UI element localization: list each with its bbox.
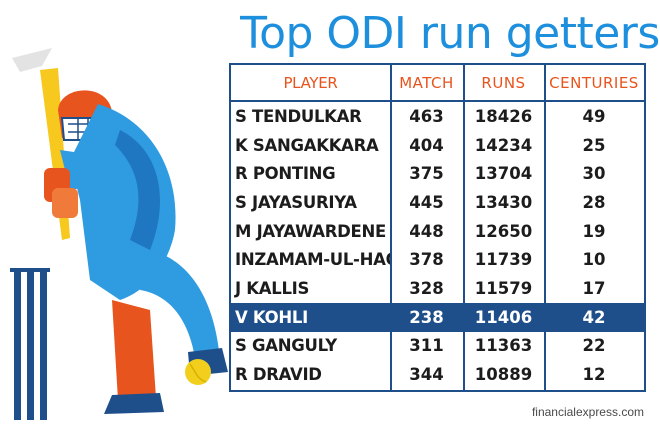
cell-runs: 12650 [474, 221, 533, 241]
header-divider [231, 100, 644, 102]
cell-centuries: 19 [582, 221, 606, 241]
cell-runs: 11363 [474, 336, 533, 356]
cell-player: INZAMAM-UL-HAQ [235, 250, 390, 270]
cell-match: 445 [409, 192, 444, 212]
table-row: M JAYAWARDENE 448 12650 19 [231, 217, 644, 246]
table-body: S TENDULKAR 463 18426 49 K SANGAKKARA 404 1423… [231, 102, 644, 389]
cell-match: 328 [409, 278, 444, 298]
cell-runs: 10889 [474, 365, 533, 385]
table-header: PLAYER MATCH RUNS CENTURIES [231, 65, 644, 100]
chart-title: Top ODI run getters [240, 8, 660, 59]
column-divider [463, 65, 465, 390]
cell-player: J KALLIS [235, 278, 310, 298]
cell-player: S GANGULY [235, 336, 337, 356]
pad-icon [112, 300, 156, 400]
cell-runs: 13704 [474, 164, 533, 184]
cell-match: 238 [409, 307, 444, 327]
header-match: MATCH [399, 73, 454, 92]
cell-centuries: 30 [582, 164, 606, 184]
column-divider [544, 65, 546, 390]
cell-match: 463 [409, 106, 444, 126]
cell-centuries: 49 [582, 106, 606, 126]
table-row: V KOHLI 238 11406 42 [231, 302, 644, 332]
cell-runs: 14234 [474, 135, 533, 155]
cell-player: R PONTING [235, 164, 336, 184]
cell-centuries: 22 [582, 336, 606, 356]
source-watermark: financialexpress.com [531, 405, 644, 419]
cell-runs: 18426 [474, 106, 533, 126]
cell-centuries: 12 [582, 365, 606, 385]
header-centuries: CENTURIES [549, 73, 639, 92]
cell-player: R DRAVID [235, 365, 322, 385]
cell-runs: 11579 [474, 278, 533, 298]
cell-centuries: 10 [582, 250, 606, 270]
header-runs: RUNS [481, 73, 526, 92]
table-row: S GANGULY 311 11363 22 [231, 332, 644, 361]
cell-player: M JAYAWARDENE [235, 221, 386, 241]
cell-match: 344 [409, 365, 444, 385]
cell-runs: 13430 [474, 192, 533, 212]
cell-runs: 11406 [474, 307, 533, 327]
batsman-illustration [10, 48, 228, 420]
table-row: R PONTING 375 13704 30 [231, 159, 644, 188]
cell-runs: 11739 [474, 250, 533, 270]
cell-match: 404 [409, 135, 444, 155]
cell-match: 378 [409, 250, 444, 270]
ball-icon [185, 359, 211, 385]
table-row: S JAYASURIYA 445 13430 28 [231, 188, 644, 217]
cell-player: V KOHLI [235, 307, 308, 327]
table-row: S TENDULKAR 463 18426 49 [231, 102, 644, 131]
cell-player: K SANGAKKARA [235, 135, 379, 155]
stats-table: PLAYER MATCH RUNS CENTURIES S TENDULKAR 4… [229, 63, 646, 392]
column-divider [390, 65, 392, 390]
table-row: J KALLIS 328 11579 17 [231, 274, 644, 303]
cell-match: 311 [409, 336, 444, 356]
cell-player: S JAYASURIYA [235, 192, 357, 212]
cell-centuries: 17 [582, 278, 606, 298]
table-row: R DRAVID 344 10889 12 [231, 360, 644, 389]
cell-centuries: 42 [582, 307, 606, 327]
cell-centuries: 25 [582, 135, 606, 155]
stumps-icon [14, 272, 21, 420]
header-player: PLAYER [283, 73, 338, 92]
cell-player: S TENDULKAR [235, 106, 362, 126]
cell-centuries: 28 [582, 192, 606, 212]
table-row: INZAMAM-UL-HAQ 378 11739 10 [231, 245, 644, 274]
cell-match: 375 [409, 164, 444, 184]
table-row: K SANGAKKARA 404 14234 25 [231, 131, 644, 160]
cell-match: 448 [409, 221, 444, 241]
